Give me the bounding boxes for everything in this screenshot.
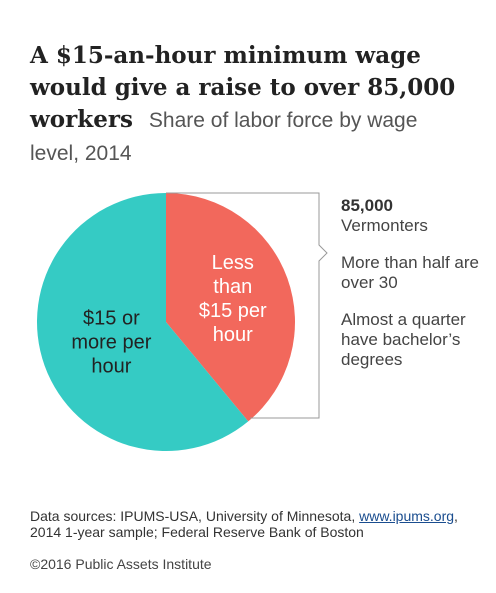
pie-slices [36,193,295,451]
chart-title: A $15-an-hour minimum wage would give a … [30,40,470,170]
pie-slice-label-line: than [213,276,252,298]
pie-slice-2 [36,193,249,451]
annotation-count-label: Vermonters [341,216,428,235]
annotation-fact-age: More than half are over 30 [341,253,479,292]
chart-subtitle: Share of labor force by wage level, 2014 [30,109,418,165]
pie-slice-label-line: more per [71,332,151,354]
data-sources: Data sources: IPUMS-USA, University of M… [30,508,475,540]
pie-slice-label-line: hour [91,356,131,378]
sources-prefix: Data sources: IPUMS-USA, University of M… [30,508,356,524]
pie-slice-label-line: hour [213,324,253,346]
chart-title-main: A $15-an-hour minimum wage would give a … [30,42,456,133]
pie-slice-labels: Less than $15 per hour$15 or more per hour [71,252,267,378]
pie-slice-label-2: $15 or more per hour [71,308,151,378]
pie-slice-label-line: $15 or [83,308,140,330]
pie-slice-label-line: $15 per [199,300,267,322]
pie-slice-1 [166,193,295,422]
ipums-link[interactable]: www.ipums.org [359,508,455,524]
annotation-bracket [166,192,328,419]
annotation-count: 85,000 [341,196,393,215]
sources-suffix: , 2014 1-year sample; Federal Reserve Ba… [30,508,458,540]
annotation-panel: 85,000 Vermonters More than half are ove… [341,196,481,370]
annotation-fact-education: Almost a quarter have bachelor’s degrees [341,310,466,369]
pie-slice-label-1: Less than $15 per hour [199,252,267,346]
pie-slice-label-line: Less [212,252,254,274]
copyright: ©2016 Public Assets Institute [30,556,212,572]
